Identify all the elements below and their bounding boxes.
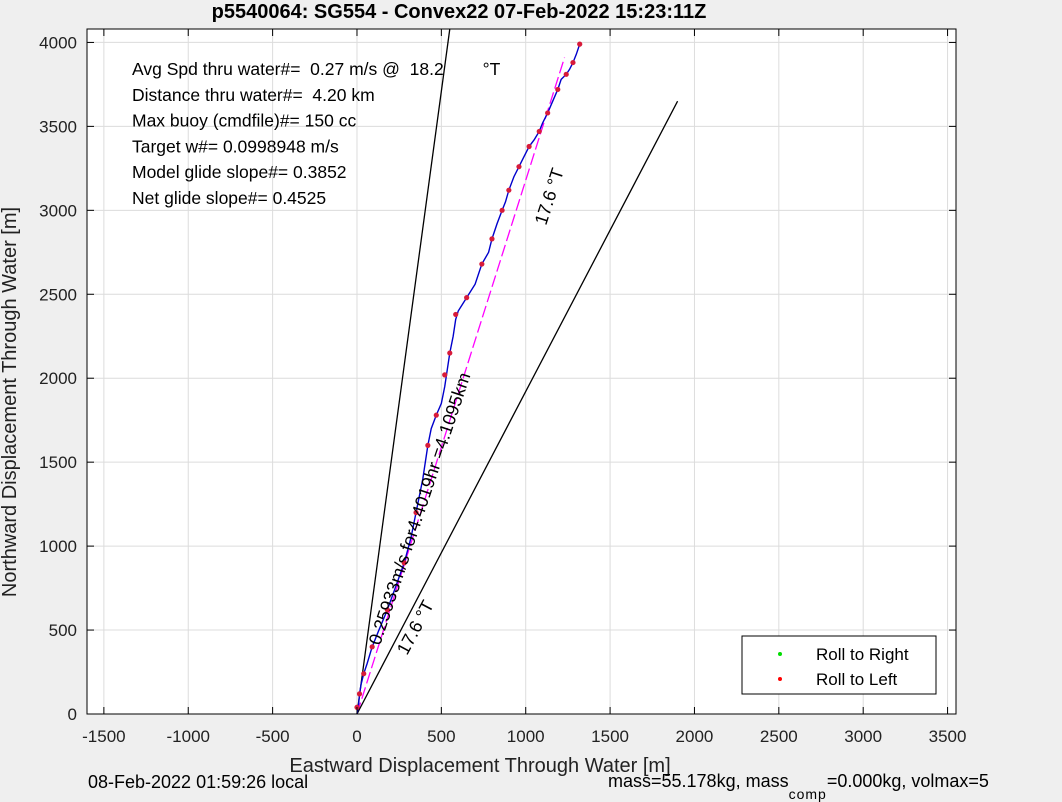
dive-point (563, 71, 569, 77)
dive-point (545, 110, 551, 116)
y-tick-label: 3000 (39, 201, 77, 220)
dive-point (506, 187, 512, 193)
reference-line-1 (356, 57, 566, 715)
annotation-line: Target w#= 0.0998948 m/s (132, 136, 339, 156)
y-tick-label: 0 (68, 705, 77, 724)
x-tick-label: -500 (256, 727, 290, 746)
annotation-line: Max buoy (cmdfile)#= 150 cc (132, 111, 356, 131)
x-axis-label: Eastward Displacement Through Water [m] (289, 755, 670, 777)
dive-point (442, 372, 448, 378)
annotation-line: Distance thru water#= 4.20 km (132, 85, 375, 105)
annotation-line: Model glide slope#= 0.3852 (132, 162, 347, 182)
x-tick-label: 2000 (676, 727, 714, 746)
y-tick-label: 4000 (39, 33, 77, 52)
footer-local-time: 08-Feb-2022 01:59:26 local (88, 772, 309, 792)
y-tick-label: 500 (49, 621, 77, 640)
dive-point (447, 350, 453, 356)
dive-points (354, 41, 583, 710)
y-tick-label: 2500 (39, 285, 77, 304)
footer-mass-text: mass=55.178kg, mass (608, 771, 789, 791)
legend-marker (778, 677, 782, 681)
legend-label: Roll to Right (816, 645, 909, 664)
y-tick-label: 1000 (39, 537, 77, 556)
dive-point (555, 86, 561, 93)
legend-marker (778, 652, 782, 656)
plot-area (87, 29, 956, 714)
dive-point (570, 59, 576, 66)
dive-point (489, 236, 495, 242)
y-axis-label: Northward Displacement Through Water [m] (0, 207, 21, 597)
x-tick-label: 3000 (844, 727, 882, 746)
y-tick-label: 2000 (39, 369, 77, 388)
x-tick-label: -1500 (82, 727, 125, 746)
dive-point (401, 560, 407, 566)
footer-mass: mass=55.178kg, masscomp=0.000kg, volmax=… (608, 771, 989, 802)
legend: Roll to Right Roll to Left (741, 635, 937, 695)
stats-annotations: Avg Spd thru water#= 0.27 m/s @ 18.2 °T D… (132, 59, 501, 208)
dive-point (453, 311, 459, 318)
annotation-line: Net glide slope#= 0.4525 (132, 188, 326, 208)
x-tick-label: -1000 (167, 727, 210, 746)
dive-point (479, 261, 485, 267)
annotation-line: Avg Spd thru water#= 0.27 m/s @ 18.2 °T (132, 59, 501, 79)
dive-point (577, 41, 583, 47)
plot-frame (86, 28, 957, 715)
x-tick-label: 1000 (507, 727, 545, 746)
dive-point (526, 143, 532, 150)
dive-point (499, 207, 505, 213)
dive-point (425, 442, 431, 448)
dive-point (464, 295, 470, 301)
reference-line-2 (356, 28, 451, 715)
x-tick-label: 1500 (591, 727, 629, 746)
legend-label: Roll to Left (816, 670, 898, 689)
dive-point (433, 412, 439, 418)
dive-point (361, 671, 367, 677)
reference-lines (356, 28, 679, 715)
dive-point (536, 128, 542, 135)
dive-point (384, 607, 390, 613)
dive-point (356, 691, 363, 697)
chart-title: p5540064: SG554 - Convex22 07-Feb-2022 1… (212, 1, 707, 23)
y-tick-label: 1500 (39, 453, 77, 472)
dive-point (413, 509, 419, 516)
footer-mass-sub: comp (788, 786, 827, 802)
dive-point (516, 164, 522, 170)
y-tick-label: 3500 (39, 117, 77, 136)
x-tick-label: 2500 (760, 727, 798, 746)
x-tick-label: 500 (427, 727, 455, 746)
legend-box (741, 635, 937, 695)
reference-line-3 (356, 100, 679, 715)
footer-mass-tail: =0.000kg, volmax=5 (826, 771, 989, 791)
x-tick-label: 3500 (929, 727, 967, 746)
x-tick-label: 0 (352, 727, 361, 746)
axis-ticks: -1500 -1000 -500 0 500 1000 1500 2000 2500 3000 35… (39, 29, 966, 746)
dive-point (369, 644, 375, 650)
